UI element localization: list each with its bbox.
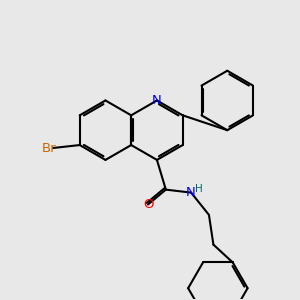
Text: O: O: [143, 198, 153, 211]
Text: N: N: [152, 94, 162, 107]
Text: H: H: [195, 184, 203, 194]
Text: N: N: [186, 186, 196, 199]
Text: Br: Br: [42, 142, 56, 154]
